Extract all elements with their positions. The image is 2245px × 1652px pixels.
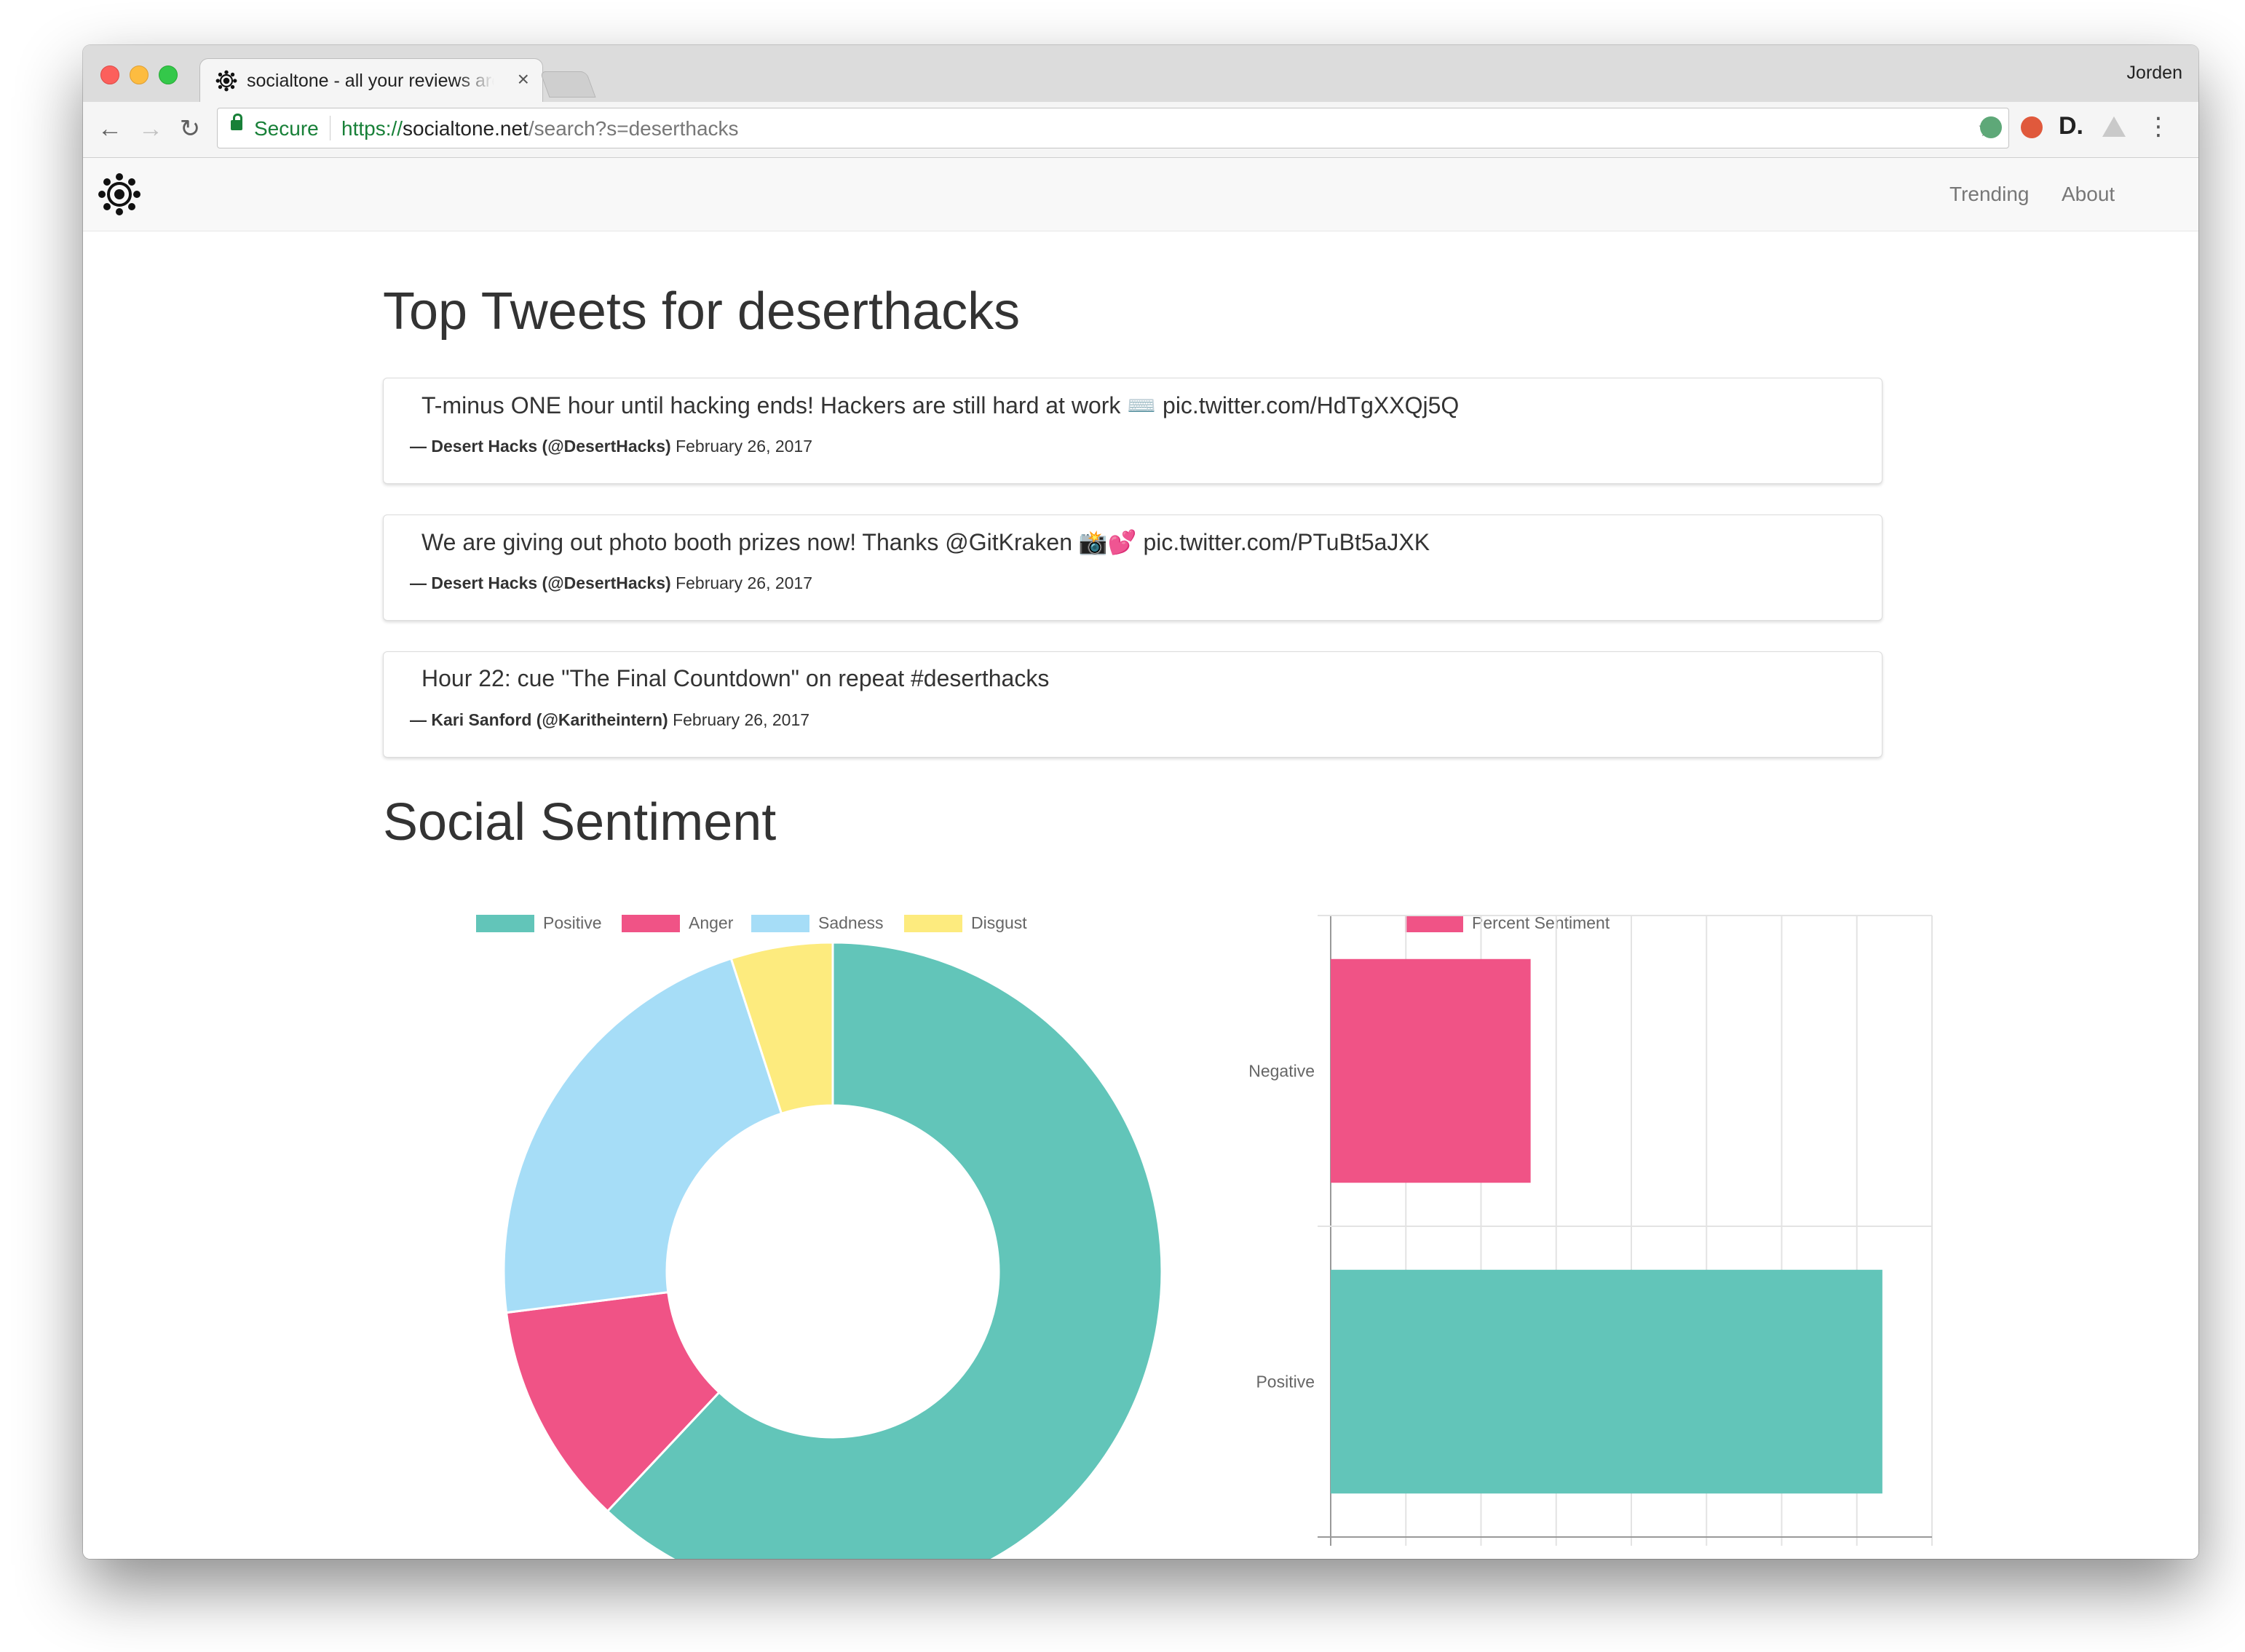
new-tab-button[interactable] (539, 71, 596, 98)
sentiment-heading: Social Sentiment (383, 793, 777, 851)
legend-swatch (751, 915, 809, 932)
url-scheme: https:// (341, 117, 403, 140)
browser-tab[interactable]: socialtone - all your reviews are × (199, 58, 543, 104)
tweet-meta: — Desert Hacks (@DesertHacks) February 2… (410, 437, 812, 456)
tweet-dash: — (410, 573, 427, 592)
tweet-dash: — (410, 437, 427, 456)
socialtone-favicon-icon (215, 70, 237, 92)
y-tick-label: Positive (1256, 1373, 1315, 1391)
doughnut-chart-canvas (502, 941, 1163, 1559)
extension-d-icon[interactable]: D. (2059, 112, 2083, 140)
doughnut-slice-positive[interactable] (606, 941, 1163, 1559)
title-bar: socialtone - all your reviews are × Jord… (83, 45, 2198, 104)
url-host: socialtone.net (403, 117, 528, 140)
extension-shield-icon[interactable] (2021, 116, 2043, 138)
legend-swatch (904, 915, 962, 932)
back-arrow-icon[interactable]: ← (98, 115, 122, 143)
legend-label: Positive (543, 913, 602, 932)
tweet-author: Kari Sanford (@Karitheintern) (431, 710, 668, 729)
secure-label: Secure (254, 117, 319, 140)
tweet-author: Desert Hacks (@DesertHacks) (431, 437, 671, 456)
tab-title: socialtone - all your reviews are (247, 71, 494, 91)
tweet-dash: — (410, 710, 427, 729)
tab-close-icon[interactable]: × (517, 68, 529, 90)
bar-negative[interactable] (1331, 958, 1531, 1183)
doughnut-slice-anger[interactable] (504, 1290, 721, 1513)
forward-arrow-icon[interactable]: → (138, 115, 163, 143)
lock-icon (231, 114, 242, 130)
tweet-text: We are giving out photo booth prizes now… (421, 529, 1430, 555)
doughnut-slice-sadness[interactable] (502, 957, 783, 1314)
tweet-text: T-minus ONE hour until hacking ends! Hac… (421, 392, 1460, 418)
tweet-card: We are giving out photo booth prizes now… (383, 515, 1882, 621)
bar-positive[interactable] (1331, 1269, 1882, 1494)
nav-about-link[interactable]: About (2062, 183, 2115, 205)
browser-menu-icon[interactable]: ⋮ (2146, 113, 2171, 140)
tweet-date: February 26, 2017 (676, 573, 813, 592)
socialtone-logo-icon[interactable] (98, 172, 141, 216)
y-tick-label: Negative (1248, 1062, 1315, 1081)
legend-swatch (622, 915, 680, 932)
tweet-card: Hour 22: cue "The Final Countdown" on re… (383, 651, 1882, 758)
tweet-date: February 26, 2017 (676, 437, 813, 456)
page-viewport: Trending About Top Tweets for deserthack… (83, 158, 2198, 1559)
nav-trending-link[interactable]: Trending (1949, 183, 2030, 205)
minimize-window-button[interactable] (130, 65, 149, 84)
address-bar[interactable]: Secure https://socialtone.net/search?s=d… (217, 108, 2009, 148)
profile-name[interactable]: Jorden (2126, 63, 2182, 83)
legend-label: Disgust (971, 913, 1027, 932)
extension-drive-icon[interactable] (2102, 116, 2126, 137)
reload-icon[interactable]: ↻ (179, 115, 201, 143)
bar-chart-canvas: 01020304050607080NegativePositive (1248, 915, 1933, 1546)
tweet-text: Hour 22: cue "The Final Countdown" on re… (421, 665, 1050, 691)
close-window-button[interactable] (100, 65, 119, 84)
tweet-date: February 26, 2017 (673, 710, 810, 729)
url-path: /search?s=deserthacks (528, 117, 739, 140)
legend-swatch (1405, 915, 1463, 932)
legend-label: Sadness (818, 913, 884, 932)
tweet-card: T-minus ONE hour until hacking ends! Hac… (383, 378, 1882, 484)
extension-green-icon[interactable] (1980, 116, 2002, 138)
tweets-heading: Top Tweets for deserthacks (383, 282, 1021, 341)
site-navbar: Trending About (83, 158, 2198, 231)
maximize-window-button[interactable] (159, 65, 178, 84)
tweet-meta: — Kari Sanford (@Karitheintern) February… (410, 710, 809, 730)
doughnut-slice-disgust[interactable] (729, 941, 834, 1116)
browser-toolbar: ← → ↻ Secure https://socialtone.net/sear… (83, 102, 2198, 158)
legend-label: Percent Sentiment (1472, 913, 1610, 932)
url-text[interactable]: https://socialtone.net/search?s=desertha… (341, 117, 739, 140)
legend-label: Anger (689, 913, 734, 932)
tweet-meta: — Desert Hacks (@DesertHacks) February 2… (410, 573, 812, 593)
browser-window: socialtone - all your reviews are × Jord… (83, 45, 2198, 1559)
tweet-author: Desert Hacks (@DesertHacks) (431, 573, 671, 592)
legend-swatch (476, 915, 534, 932)
